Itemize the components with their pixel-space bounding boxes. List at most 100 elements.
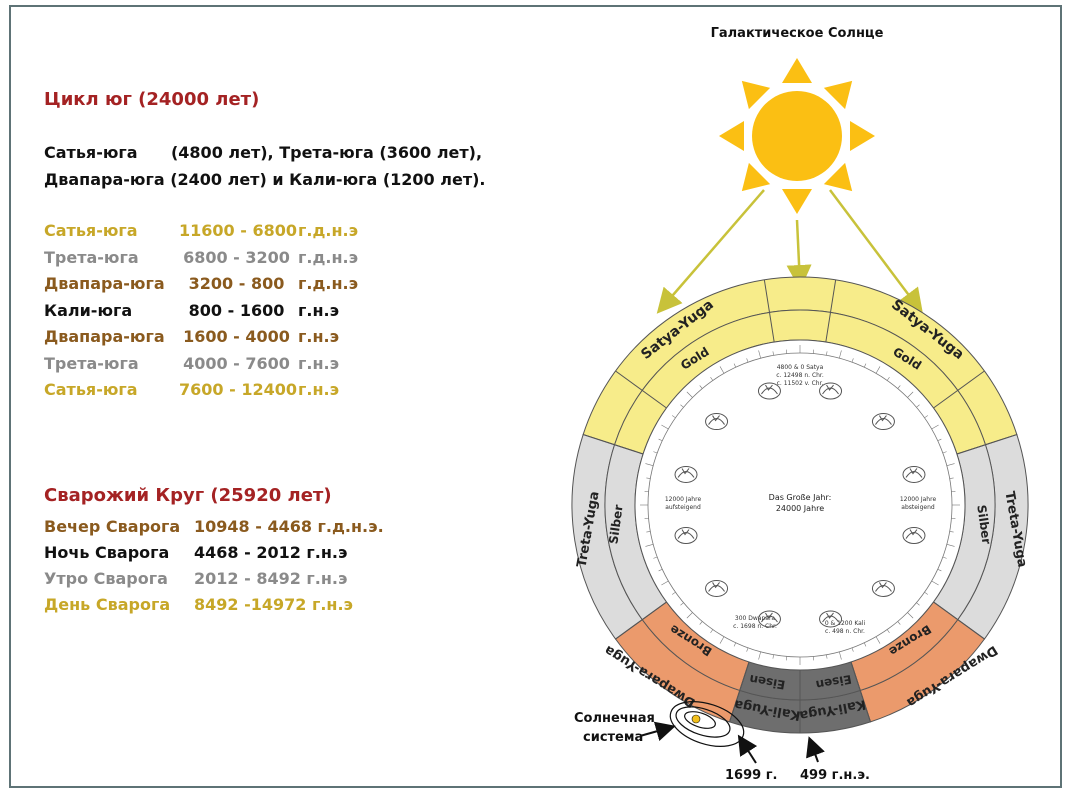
tick-mark [686, 612, 693, 619]
svarog-period-name: Вечер Сварога [44, 517, 181, 536]
yuga-cycle-title: Цикл юг (24000 лет) [44, 89, 260, 110]
tick-mark [733, 642, 737, 647]
svarog-period-name: День Сварога [44, 595, 171, 614]
tick-mark [680, 404, 684, 408]
tick-mark [907, 391, 914, 398]
yuga-period-range: 4000 - 7600 [183, 353, 290, 373]
tick-mark [646, 477, 651, 479]
yuga-period-name: Трета-юга [44, 353, 139, 373]
top-note-1: 4800 & 0 Satya [777, 364, 824, 371]
sun-ray-arrow-center [786, 219, 812, 290]
yuga-period-era: г.д.н.э [298, 247, 359, 267]
top-note-3: c. 11502 v. Chr. [777, 380, 824, 387]
yuga-period-range: 3200 - 800 [188, 274, 285, 293]
tick-mark [897, 621, 901, 625]
tick-mark [645, 544, 654, 547]
tick-mark [875, 366, 881, 374]
tick-mark [863, 363, 867, 368]
zodiac-sign-icon [757, 382, 781, 400]
galactic-sun-icon [752, 91, 842, 181]
silber-label-left: Silber [606, 504, 625, 545]
yuga-period-era: г.д.н.э [298, 221, 359, 240]
tick-mark [661, 580, 669, 586]
eisen-label-right: Eisen [815, 672, 853, 692]
degree-ticks [640, 345, 960, 665]
tick-mark [746, 358, 749, 363]
tick-mark [931, 580, 939, 586]
center-text-line-2: 24000 Jahre [776, 504, 824, 513]
ring-divider [615, 601, 667, 640]
tick-mark [946, 544, 955, 547]
yuga-period-era: г.н.э [298, 353, 340, 373]
ring-divider [763, 279, 775, 343]
yuga-period-name: Сатья-юга [44, 221, 138, 240]
yuga-summary-line-2: Двапара-юга (2400 лет) и Кали-юга (1200 … [44, 170, 486, 189]
ring-divider [825, 279, 837, 343]
solar-system-label-1: Солнечная [574, 711, 655, 726]
tick-mark [851, 358, 854, 363]
tick-mark [839, 651, 842, 660]
svarog-period-name: Утро Сварога [44, 569, 168, 588]
zodiac-sign-icon [705, 579, 729, 597]
tick-mark [942, 556, 947, 559]
bottom-right-note-2: c. 498 n. Chr. [825, 628, 865, 635]
sun-ray-icon [719, 121, 744, 151]
bottom-left-note-2: c. 1698 n. Chr. [733, 623, 777, 630]
yuga-ring [571, 276, 1029, 734]
tick-mark [931, 424, 939, 430]
tick-mark [863, 642, 867, 647]
tick-mark [686, 391, 693, 398]
right-note-1: 12000 Jahre [900, 496, 937, 503]
marker-1699-arrow [737, 734, 758, 764]
sun-ray-icon [782, 58, 812, 83]
tick-mark [875, 636, 881, 644]
zodiac-sign-icon [902, 465, 926, 483]
svarog-period-range: 4468 - 2012 г.н.э [194, 543, 348, 562]
yuga-period-range: 7600 - 12400 [179, 380, 297, 399]
tick-mark [924, 415, 928, 419]
svarog-period-range: 8492 -14972 г.н.э [194, 595, 354, 614]
sun-ray-icon [850, 121, 875, 151]
zodiac-sign-icon [757, 610, 781, 628]
solar-system-icon [669, 701, 745, 747]
yuga-period-name: Двапара-юга [44, 274, 165, 293]
tick-mark [772, 351, 774, 356]
zodiac-sign-icon [674, 465, 698, 483]
tick-mark [719, 636, 725, 644]
tick-mark [937, 568, 942, 572]
tick-mark [661, 424, 669, 430]
tick-mark [733, 363, 737, 368]
tick-mark [699, 621, 703, 625]
yuga-summary-line-1: Сатья-юга (4800 лет), Трета-юга (3600 ле… [44, 143, 483, 162]
tick-mark [937, 438, 942, 442]
tick-mark [658, 438, 663, 442]
left-note-1: 12000 Jahre [665, 496, 702, 503]
yuga-period-era: г.н.э [298, 300, 340, 320]
tick-mark [949, 477, 954, 479]
marker-1699-label: 1699 г. [725, 768, 777, 783]
tick-mark [826, 654, 828, 659]
tick-mark [916, 602, 920, 606]
left-note-2: aufsteigend [665, 504, 701, 511]
yuga-period-range: 6800 - 3200 [183, 247, 290, 267]
tick-mark [924, 591, 928, 595]
right-note-2: absteigend [901, 504, 935, 511]
tick-mark [907, 612, 914, 619]
tick-mark [672, 415, 676, 419]
ring-divider [933, 370, 985, 409]
yuga-period-name: Двапара-юга [44, 327, 165, 346]
tick-mark [653, 451, 658, 454]
sun-ray-icon [741, 162, 771, 192]
svarog-period-range: 2012 - 8492 г.н.э [194, 569, 348, 588]
tick-mark [658, 568, 663, 572]
tick-mark [645, 463, 654, 466]
tick-mark [646, 531, 651, 533]
solar-system-arrow [639, 721, 676, 741]
silber-label-right: Silber [974, 504, 993, 545]
zodiac-sign-icon [705, 413, 729, 431]
yuga-period-era: г.д.н.э [298, 274, 359, 293]
bottom-left-note-1: 300 Dwapara [735, 615, 776, 622]
tick-mark [946, 463, 955, 466]
ring-divider [615, 370, 667, 409]
top-note-2: c. 12498 n. Chr. [776, 372, 824, 379]
